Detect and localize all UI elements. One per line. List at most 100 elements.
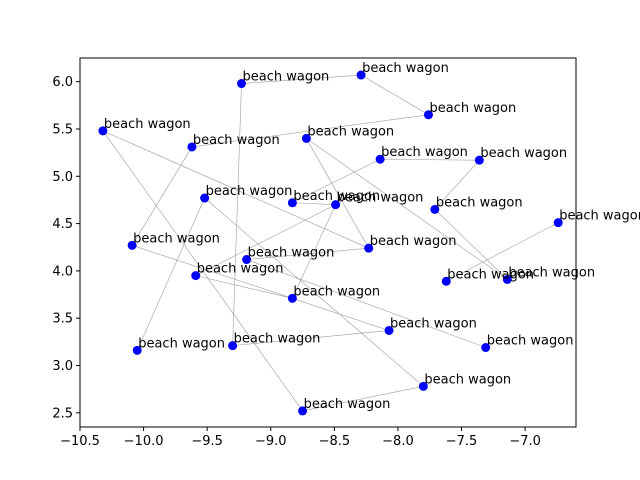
edge-line (195, 275, 293, 299)
edge-line (132, 245, 293, 299)
point-label: beach wagon (480, 146, 567, 161)
data-point (364, 243, 374, 253)
edge-line (302, 386, 424, 412)
point-label: beach wagon (197, 262, 284, 277)
point-label: beach wagon (104, 117, 191, 132)
y-tick-label: 3.0 (52, 359, 73, 374)
edge-line (241, 74, 362, 84)
data-point (287, 198, 297, 208)
point-label: beach wagon (133, 231, 220, 246)
y-tick-label: 5.0 (52, 170, 73, 185)
data-point (331, 200, 341, 210)
edge-line (191, 114, 429, 148)
x-tick-label: −7.0 (509, 434, 541, 449)
point-label: beach wagon (307, 124, 394, 139)
edge-line (102, 130, 303, 412)
data-point (481, 343, 491, 353)
point-label: beach wagon (447, 267, 534, 282)
point-label: beach wagon (429, 101, 516, 116)
point-label: beach wagon (370, 234, 457, 249)
data-point (237, 79, 247, 89)
data-point (98, 126, 108, 136)
point-label: beach wagon (304, 397, 391, 412)
point-label: beach wagon (381, 145, 468, 160)
x-tick-label: −10.5 (60, 434, 100, 449)
data-point (301, 133, 311, 143)
y-tick-label: 5.5 (52, 122, 73, 137)
data-point (242, 255, 252, 265)
point-label: beach wagon (293, 284, 380, 299)
point-label: beach wagon (362, 61, 449, 76)
data-point (384, 325, 394, 335)
point-label: beach wagon (243, 70, 330, 85)
point-label: beach wagon (193, 133, 280, 148)
data-point (356, 70, 366, 80)
edge-line (434, 209, 508, 280)
x-tick-label: −8.0 (382, 434, 414, 449)
data-point (200, 193, 210, 203)
data-point (191, 271, 201, 281)
data-point (423, 110, 433, 120)
data-point (418, 381, 428, 391)
edge-line (246, 247, 369, 260)
edge-line (306, 138, 369, 249)
y-tick-label: 2.5 (52, 406, 73, 421)
edge-line (232, 83, 242, 346)
data-point (127, 240, 137, 250)
x-tick-label: −8.5 (319, 434, 351, 449)
point-label: beach wagon (390, 316, 477, 331)
data-point (132, 345, 142, 355)
data-point (228, 341, 238, 351)
data-point (298, 406, 308, 416)
edge-line (360, 74, 429, 116)
edge-line (131, 146, 193, 246)
point-label: beach wagon (436, 195, 523, 210)
point-label: beach wagon (138, 336, 225, 351)
y-tick-label: 4.5 (52, 217, 73, 232)
edge-line (446, 222, 559, 282)
plot-area-frame (79, 57, 577, 428)
edge-line (232, 330, 390, 346)
data-point (441, 276, 451, 286)
x-tick-label: −9.5 (191, 434, 223, 449)
x-tick-label: −7.5 (446, 434, 478, 449)
edges-layer (102, 74, 559, 412)
data-point (502, 274, 512, 284)
data-point (375, 154, 385, 164)
point-label: beach wagon (206, 184, 293, 199)
edge-line (380, 158, 480, 161)
edge-line (292, 202, 336, 205)
point-label: beach wagon (424, 372, 511, 387)
edge-line (195, 204, 336, 276)
data-point (430, 204, 440, 214)
data-point (553, 218, 563, 228)
point-label: beach wagon (234, 332, 321, 347)
y-tick-label: 4.0 (52, 264, 73, 279)
edge-line (434, 159, 480, 210)
point-label: beach wagon (508, 265, 595, 280)
y-axis: 2.5 3.0 3.5 4.0 4.5 5.0 5.5 6.0 (52, 75, 80, 421)
x-tick-label: −9.0 (255, 434, 287, 449)
point-label: beach wagon (487, 334, 574, 349)
y-tick-label: 3.5 (52, 312, 73, 327)
data-point (474, 155, 484, 165)
edge-line (292, 204, 336, 299)
point-label: beach wagon (337, 191, 424, 206)
point-label: beach wagon (248, 246, 335, 261)
edge-line (292, 158, 381, 204)
x-tick-label: −10.0 (124, 434, 164, 449)
points-layer (98, 70, 563, 416)
data-point (187, 142, 197, 152)
point-label: beach wagon (293, 189, 380, 204)
edge-line (204, 197, 424, 387)
edge-line (136, 197, 205, 351)
edge-line (306, 138, 508, 280)
edge-line (292, 298, 390, 331)
data-point (287, 293, 297, 303)
y-tick-label: 6.0 (52, 75, 73, 90)
edge-line (246, 259, 486, 348)
point-label: beach wagon (559, 209, 640, 224)
